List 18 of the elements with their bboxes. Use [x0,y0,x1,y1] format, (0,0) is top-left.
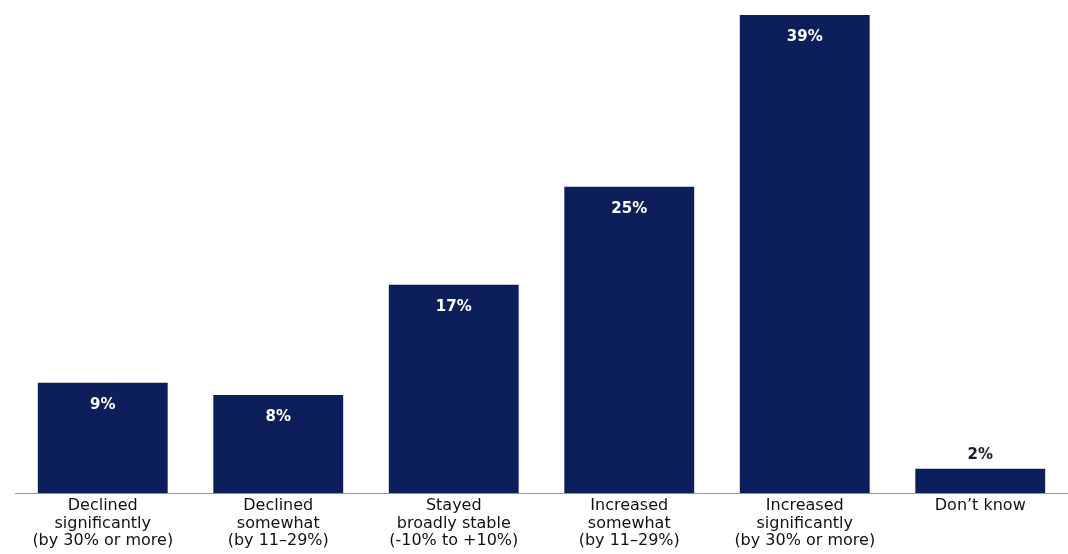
bar [37,382,168,494]
data-label: 8% [265,407,291,425]
x-tick-label: Declined significantly (by 30% or more) [32,495,174,550]
x-tick-label: Increased somewhat (by 11–29%) [578,495,680,550]
bar [739,15,870,494]
data-label: 17% [435,296,472,315]
data-label: 25% [611,198,648,217]
bar [915,468,1046,494]
data-label: 39% [786,26,823,45]
bar [213,395,344,494]
x-tick-label: Stayed broadly stable (-10% to +10%) [389,495,519,550]
x-tick-label: Declined somewhat (by 11–29%) [227,495,329,550]
x-tick-label: Increased significantly (by 30% or more) [734,495,876,550]
bar [564,186,695,494]
data-label: 9% [90,394,116,413]
bar [388,284,519,494]
data-label: 2% [967,444,993,463]
x-tick-label: Don’t know [934,495,1026,515]
